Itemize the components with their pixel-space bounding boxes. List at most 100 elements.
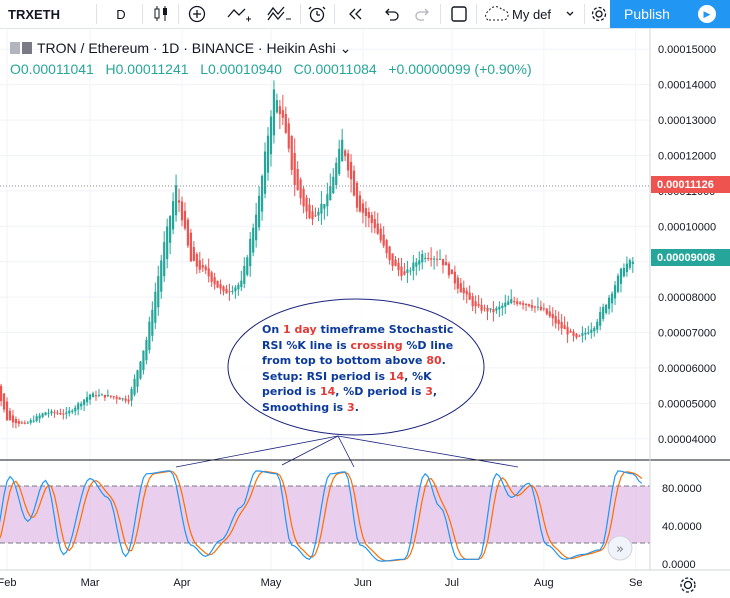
candle-body [281, 110, 284, 118]
compare-icon[interactable] [262, 0, 296, 28]
chevron-down-icon[interactable]: ⌄ [339, 40, 352, 56]
candle-body [619, 268, 623, 284]
annotation-highlight: 14 [388, 369, 405, 383]
annotation-fragment: On [262, 323, 284, 336]
redo-icon[interactable] [410, 0, 436, 28]
last-price-label: 0.00009008 [651, 249, 730, 266]
candle-body [607, 297, 611, 309]
price-axis[interactable]: 0.00015000 0.00014000 0.00013000 0.00012000… [658, 44, 716, 446]
toolbar-divider [476, 4, 477, 24]
candle-body [85, 397, 89, 403]
candle-body [566, 327, 569, 335]
candle-body [35, 416, 38, 422]
candle-body [361, 203, 365, 213]
publish-button[interactable]: Publish [610, 0, 684, 28]
candle-body [234, 287, 237, 292]
candle-body [403, 271, 406, 275]
candle-body [94, 395, 98, 397]
time-axis[interactable]: Feb Mar Apr May Jun Jul Aug Se [0, 577, 643, 589]
chevron-down-icon[interactable] [562, 0, 578, 28]
alert-icon[interactable] [304, 0, 330, 28]
play-button[interactable]: ▶ [684, 0, 730, 28]
candle-body [293, 152, 296, 186]
candle-body [456, 277, 459, 289]
candle-body [323, 204, 326, 209]
candle-body [379, 228, 382, 241]
settings-gear-icon[interactable] [680, 577, 696, 593]
candle-body [569, 330, 572, 333]
candle-body [459, 283, 462, 293]
candle-body [329, 186, 332, 201]
price-tick-label: 0.00014000 [658, 80, 716, 92]
candle-body [524, 304, 528, 306]
candle-body [590, 329, 593, 333]
candle-body [352, 170, 356, 196]
candle-body [269, 116, 273, 155]
candle-body [124, 398, 127, 401]
scroll-to-realtime-button[interactable] [607, 535, 633, 561]
candle-body [219, 284, 222, 289]
candle-body [421, 254, 424, 263]
draw-line-icon[interactable] [222, 0, 256, 28]
chart-canvas[interactable]: 0.00015000 0.00014000 0.00013000 0.00012000… [0, 28, 730, 598]
candle-body [530, 305, 534, 308]
candle-body [204, 266, 207, 271]
candle-body [394, 259, 397, 266]
candle-body [317, 211, 320, 216]
stoch-d-line [0, 470, 643, 562]
candle-body [20, 422, 23, 424]
layout-name[interactable]: My def [512, 6, 552, 22]
undo-icon[interactable] [378, 0, 404, 28]
price-tick-label: 0.00008000 [658, 292, 716, 304]
candle-body [563, 325, 566, 330]
symbol-icon [10, 42, 20, 54]
candle-body [584, 332, 587, 335]
toolbar-divider [142, 4, 143, 24]
indicators-icon[interactable] [184, 0, 210, 28]
candle-body [278, 106, 281, 114]
fullscreen-icon[interactable] [446, 0, 472, 28]
candle-body [444, 262, 448, 266]
candle-body [521, 303, 525, 305]
candle-body [115, 396, 118, 399]
cloud-icon[interactable] [480, 0, 512, 28]
toolbar-divider [440, 4, 441, 24]
replay-icon[interactable] [342, 0, 368, 28]
interval-selector[interactable]: D [116, 6, 126, 22]
candle-body [311, 211, 314, 220]
chart-legend-title[interactable]: TRON / Ethereum · 1D · BINANCE · Heikin … [10, 40, 351, 57]
candles-icon[interactable] [148, 0, 174, 28]
candle-body [575, 333, 578, 338]
candle-body [578, 335, 581, 337]
candle-body [367, 212, 370, 218]
candle-body [213, 277, 216, 285]
candle-body [308, 204, 311, 219]
stoch-k-line [0, 470, 643, 562]
toolbar-divider [96, 4, 97, 24]
candle-body [302, 188, 305, 207]
annotation-fragment: . [354, 400, 359, 414]
candle-body [415, 262, 418, 267]
candle-body [177, 200, 181, 203]
top-toolbar: TRXETH D My def Publish ▶ [0, 0, 730, 29]
candle-body [344, 150, 347, 157]
candle-body [17, 421, 20, 424]
candle-body [249, 238, 252, 267]
candle-body [462, 287, 465, 294]
candle-body [71, 410, 74, 412]
candle-body [545, 308, 548, 315]
candle-body [26, 422, 29, 424]
symbol-search[interactable]: TRXETH [8, 6, 60, 22]
candle-body [183, 210, 187, 229]
gear-icon[interactable] [588, 0, 610, 28]
candle-body [610, 293, 614, 304]
toolbar-divider [300, 4, 301, 24]
stoch-axis[interactable]: 80.0000 40.0000 0.0000 [662, 483, 702, 571]
candle-body [409, 270, 412, 272]
candle-body [157, 276, 160, 308]
candle-body [112, 396, 115, 398]
candle-body [50, 411, 53, 414]
candle-body [74, 407, 77, 412]
candle-body [263, 151, 267, 194]
candle-body [412, 262, 415, 271]
